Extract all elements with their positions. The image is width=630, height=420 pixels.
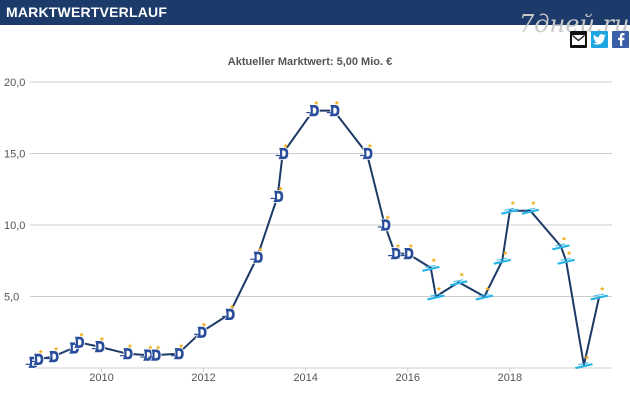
data-point-club1-9[interactable] [171, 343, 185, 361]
x-tick-label: 2016 [396, 372, 420, 384]
data-point-club1-20[interactable] [400, 243, 415, 261]
data-point-club1-17[interactable] [359, 143, 374, 160]
data-point-club2-22[interactable] [426, 286, 445, 301]
data-point-club2-30[interactable] [574, 355, 593, 370]
data-point-club1-8[interactable] [148, 345, 162, 362]
data-point-club2-21[interactable] [421, 257, 440, 272]
data-point-club1-19[interactable] [388, 243, 402, 261]
data-point-club1-4[interactable] [71, 332, 85, 349]
data-point-club2-26[interactable] [500, 200, 519, 215]
data-point-club1-12[interactable] [250, 247, 264, 264]
data-point-club2-25[interactable] [493, 250, 512, 265]
series-line [32, 109, 601, 367]
data-point-club1-15[interactable] [306, 100, 320, 117]
header-bar: MARKTWERTVERLAUF [0, 0, 630, 25]
envelope-icon [572, 34, 585, 45]
share-mail-button[interactable] [570, 31, 587, 48]
x-tick-label: 2018 [498, 372, 522, 384]
data-point-club1-16[interactable] [326, 100, 341, 117]
data-point-club2-27[interactable] [521, 200, 540, 215]
y-tick-label: 10,0 [4, 220, 25, 232]
data-point-club1-1[interactable] [30, 349, 45, 366]
twitter-bird-icon [593, 34, 606, 45]
data-point-club1-5[interactable] [91, 336, 106, 354]
y-tick-label: 5,0 [4, 292, 19, 304]
data-point-club1-18[interactable] [377, 215, 392, 232]
section-title: MARKTWERTVERLAUF [6, 4, 168, 20]
data-point-club1-10[interactable] [194, 322, 208, 339]
data-point-club1-2[interactable] [46, 346, 60, 364]
data-point-club1-13[interactable] [270, 186, 285, 203]
data-point-club2-31[interactable] [590, 286, 609, 301]
y-tick-label: 20,0 [4, 77, 25, 89]
data-point-club2-24[interactable] [475, 286, 494, 301]
data-point-club1-14[interactable] [275, 143, 290, 160]
facebook-f-icon [617, 33, 624, 46]
data-point-club2-29[interactable] [557, 250, 576, 265]
share-facebook-button[interactable] [612, 31, 629, 48]
y-tick-label: 15,0 [4, 149, 25, 161]
data-point-club1-11[interactable] [222, 304, 236, 321]
share-twitter-button[interactable] [591, 31, 608, 48]
x-tick-label: 2010 [89, 372, 113, 384]
data-point-club2-28[interactable] [551, 236, 570, 251]
chart-title: Aktueller Marktwert: 5,00 Mio. € [227, 56, 393, 68]
x-tick-label: 2014 [293, 372, 317, 384]
data-point-club1-6[interactable] [120, 343, 134, 361]
data-point-club2-23[interactable] [449, 272, 468, 287]
x-tick-label: 2012 [191, 372, 215, 384]
